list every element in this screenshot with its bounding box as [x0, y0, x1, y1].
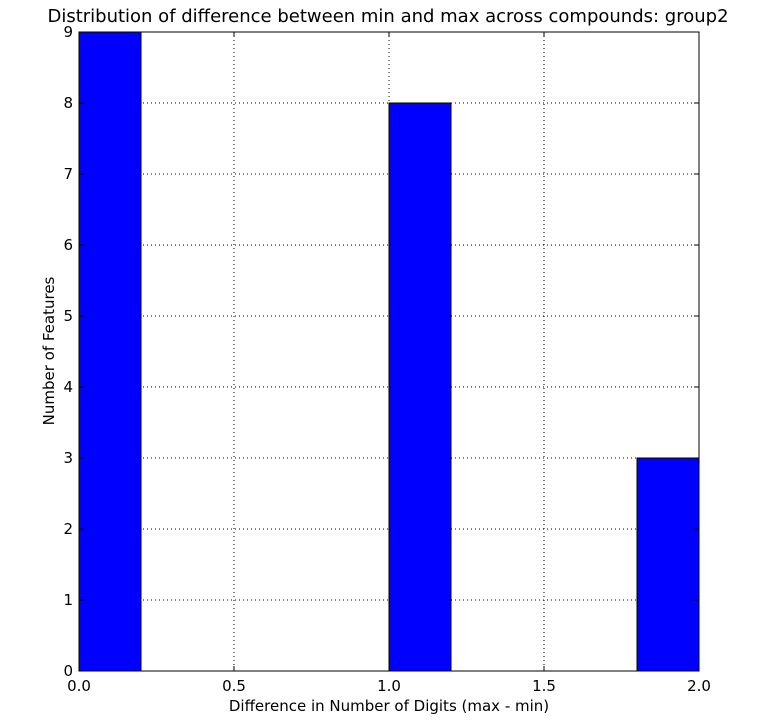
y-tick-labels: 0 1 2 3 4 5 6 7 8 9 — [63, 23, 73, 680]
x-tick-label: 1.5 — [532, 677, 556, 695]
x-tick-label: 1.0 — [377, 677, 401, 695]
y-tick-label: 4 — [63, 378, 73, 396]
y-tick-label: 8 — [63, 94, 73, 112]
x-tick-label: 0.5 — [222, 677, 246, 695]
tick-marks — [78, 31, 700, 672]
x-tick-label: 0.0 — [67, 677, 91, 695]
x-tick-label: 2.0 — [687, 677, 711, 695]
y-tick-label: 3 — [63, 449, 73, 467]
x-axis-label: Difference in Number of Digits (max - mi… — [229, 697, 549, 715]
histogram-bar — [636, 457, 700, 672]
y-tick-label: 2 — [63, 520, 73, 538]
y-tick-label: 1 — [63, 591, 73, 609]
y-tick-label: 5 — [63, 307, 73, 325]
chart-title: Distribution of difference between min a… — [47, 6, 728, 27]
y-tick-label: 0 — [63, 662, 73, 680]
y-tick-label: 7 — [63, 165, 73, 183]
x-tick-labels: 0.0 0.5 1.0 1.5 2.0 — [67, 677, 711, 695]
bars — [78, 31, 700, 672]
y-tick-label: 6 — [63, 236, 73, 254]
histogram-bar — [388, 102, 452, 672]
y-axis-label: Number of Features — [40, 276, 58, 425]
y-tick-label: 9 — [63, 23, 73, 41]
histogram-bar — [78, 31, 142, 672]
